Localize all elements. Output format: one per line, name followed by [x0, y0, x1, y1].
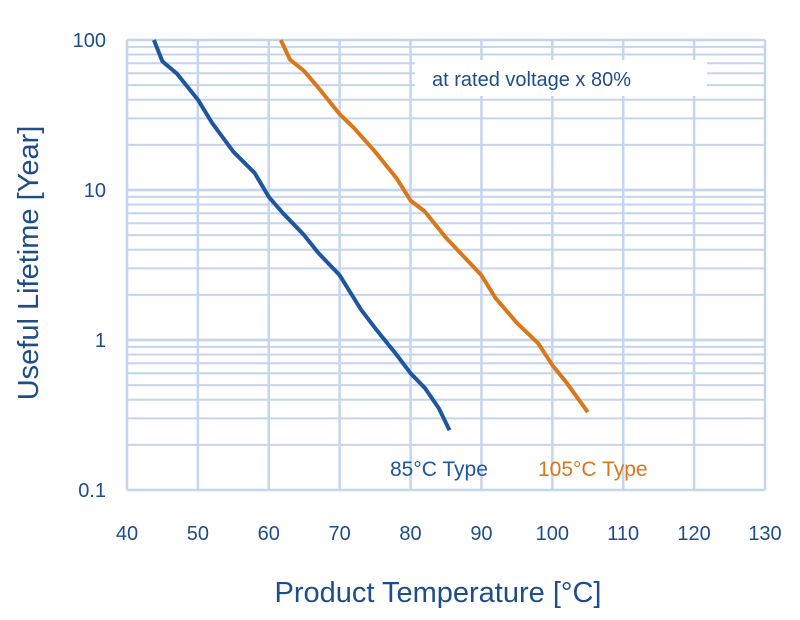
- series-label-105: 105°C Type: [538, 458, 648, 481]
- x-tick-label: 100: [536, 523, 569, 545]
- x-tick-label: 60: [258, 523, 280, 545]
- x-tick-label: 50: [187, 523, 209, 545]
- x-tick-label: 40: [116, 523, 138, 545]
- annotation-text: at rated voltage x 80%: [432, 69, 631, 91]
- y-tick-label: 10: [84, 180, 106, 202]
- x-tick-label: 120: [677, 523, 710, 545]
- annotation-box: at rated voltage x 80%: [415, 60, 707, 96]
- y-tick-label: 1: [95, 330, 106, 352]
- series-line-1: [278, 39, 590, 414]
- x-tick-label: 110: [607, 523, 639, 545]
- y-tick-label: 0.1: [78, 480, 106, 502]
- y-axis-label: Useful Lifetime [Year]: [13, 126, 45, 401]
- x-axis-label: Product Temperature [°C]: [275, 577, 602, 609]
- x-tick-label: 70: [329, 523, 351, 545]
- x-tick-label: 80: [399, 523, 421, 545]
- y-tick-label: 100: [73, 30, 106, 52]
- x-tick-label: 130: [748, 523, 781, 545]
- x-tick-label: 90: [470, 523, 492, 545]
- series-line-0: [152, 39, 452, 432]
- series-label-85: 85°C Type: [390, 458, 488, 481]
- series-lines: [152, 39, 590, 432]
